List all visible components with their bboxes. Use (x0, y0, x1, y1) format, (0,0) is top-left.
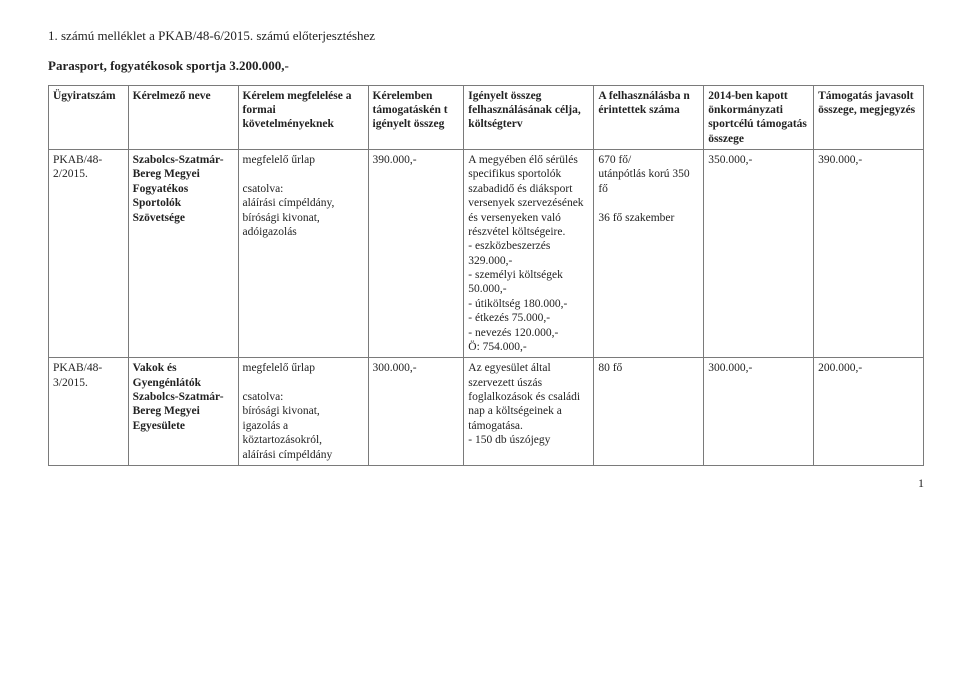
cell-kapott: 300.000,- (704, 358, 814, 466)
cell-osszeg: 300.000,- (368, 358, 464, 466)
page-number: 1 (48, 466, 924, 491)
cell-celja: A megyében élő sérülés specifikus sporto… (464, 150, 594, 358)
header-ugyiratszam: Ügyiratszám (49, 85, 129, 150)
header-celja: Igényelt összeg felhasználásának célja, … (464, 85, 594, 150)
cell-celja: Az egyesület által szervezett úszás fogl… (464, 358, 594, 466)
table-header-row: Ügyiratszám Kérelmező neve Kérelem megfe… (49, 85, 924, 150)
header-kapott: 2014-ben kapott önkormányzati sportcélú … (704, 85, 814, 150)
data-table: Ügyiratszám Kérelmező neve Kérelem megfe… (48, 85, 924, 466)
cell-erintettek: 80 fő (594, 358, 704, 466)
cell-erintettek: 670 fő/utánpótlás korú 350 fő36 fő szake… (594, 150, 704, 358)
header-kerelmezo: Kérelmező neve (128, 85, 238, 150)
cell-ugyiratszam: PKAB/48-3/2015. (49, 358, 129, 466)
cell-formai: megfelelő űrlapcsatolva:bírósági kivonat… (238, 358, 368, 466)
title-line: Parasport, fogyatékosok sportja 3.200.00… (48, 58, 924, 74)
cell-kerelmezo: Vakok és Gyengénlátók Szabolcs-Szatmár-B… (128, 358, 238, 466)
cell-ugyiratszam: PKAB/48-2/2015. (49, 150, 129, 358)
cell-javasolt: 200.000,- (814, 358, 924, 466)
attachment-line: 1. számú melléklet a PKAB/48-6/2015. szá… (48, 28, 924, 44)
header-osszeg: Kérelemben támogatáskén t igényelt össze… (368, 85, 464, 150)
header-formai: Kérelem megfelelése a formai követelmény… (238, 85, 368, 150)
cell-kerelmezo: Szabolcs-Szatmár- Bereg Megyei Fogyatéko… (128, 150, 238, 358)
table-row: PKAB/48-3/2015. Vakok és Gyengénlátók Sz… (49, 358, 924, 466)
header-erintettek: A felhasználásba n érintettek száma (594, 85, 704, 150)
cell-formai: megfelelő űrlapcsatolva:aláírási címpéld… (238, 150, 368, 358)
header-javasolt: Támogatás javasolt összege, megjegyzés (814, 85, 924, 150)
cell-javasolt: 390.000,- (814, 150, 924, 358)
cell-kapott: 350.000,- (704, 150, 814, 358)
table-row: PKAB/48-2/2015. Szabolcs-Szatmár- Bereg … (49, 150, 924, 358)
cell-osszeg: 390.000,- (368, 150, 464, 358)
